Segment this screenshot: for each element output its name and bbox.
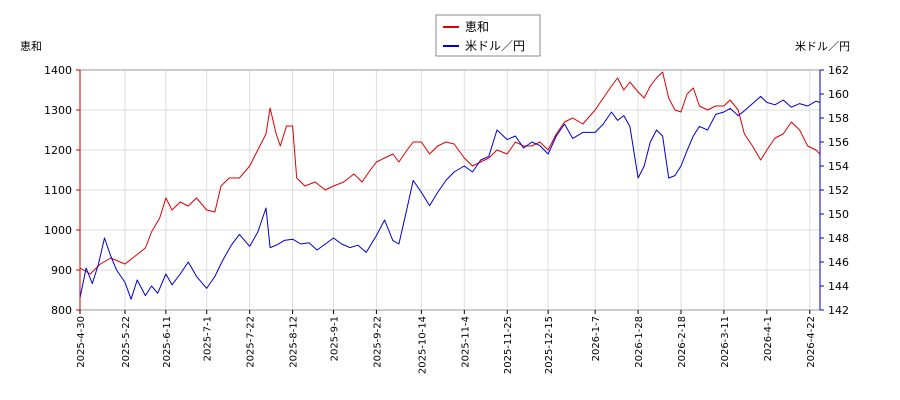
x-axis: 2025-4-30 2025-5-22 2025-6-11 2025-7-1 2025-…	[76, 310, 817, 374]
x-tick-label: 2025-8-12	[289, 316, 300, 368]
left-tick-label: 1300	[44, 104, 72, 117]
right-tick-label: 160	[828, 88, 849, 101]
right-tick-label: 154	[828, 160, 849, 173]
grid	[79, 69, 820, 311]
right-tick-label: 162	[828, 64, 849, 77]
x-tick-label: 2025-12-15	[544, 316, 555, 374]
x-tick-label: 2026-2-18	[677, 316, 688, 368]
x-tick-label: 2025-7-22	[246, 316, 257, 368]
right-tick-label: 144	[828, 280, 849, 293]
legend: 恵和 米ドル／円	[435, 14, 541, 57]
x-tick-label: 2026-1-28	[634, 316, 645, 368]
x-tick-label: 2025-9-22	[372, 316, 383, 368]
x-tick-label: 2026-4-1	[763, 316, 774, 361]
x-tick-label: 2026-4-22	[806, 316, 817, 368]
left-tick-label: 1100	[44, 184, 72, 197]
x-tick-label: 2025-11-25	[503, 316, 514, 374]
x-tick-label: 2025-10-14	[417, 316, 428, 374]
x-tick-label: 2026-3-11	[720, 316, 731, 368]
right-tick-label: 150	[828, 208, 849, 221]
right-tick-label: 158	[828, 112, 849, 125]
legend-box	[435, 14, 541, 57]
right-tick-label: 142	[828, 304, 849, 317]
right-axis-title: 米ドル／円	[795, 40, 850, 53]
right-axis: 162 160 158 156 154 152 150 148 146 144 142	[819, 64, 849, 317]
left-tick-label: 800	[51, 304, 72, 317]
x-tick-label: 2025-7-1	[203, 316, 214, 361]
right-tick-label: 148	[828, 232, 849, 245]
series-line-keiwa	[79, 71, 821, 275]
left-axis: 1400 1300 1200 1100 1000 900 800	[44, 64, 81, 317]
left-tick-label: 1000	[44, 224, 72, 237]
legend-label-keiwa: 恵和	[465, 20, 489, 34]
x-tick-label: 2025-4-30	[76, 316, 87, 368]
x-tick-label: 2025-6-11	[162, 316, 173, 368]
x-tick-label: 2026-1-7	[591, 316, 602, 361]
series-layer	[79, 71, 821, 300]
series-line-usdjpy	[79, 95, 821, 300]
x-tick-label: 2025-9-1	[329, 316, 340, 361]
left-tick-label: 900	[51, 264, 72, 277]
left-tick-label: 1400	[44, 64, 72, 77]
right-tick-label: 156	[828, 136, 849, 149]
right-tick-label: 146	[828, 256, 849, 269]
x-tick-label: 2025-11-4	[460, 316, 471, 368]
legend-label-usdjpy: 米ドル／円	[465, 39, 525, 53]
left-tick-label: 1200	[44, 144, 72, 157]
x-tick-label: 2025-5-22	[121, 316, 132, 368]
right-tick-label: 152	[828, 184, 849, 197]
left-axis-title: 恵和	[20, 39, 42, 53]
